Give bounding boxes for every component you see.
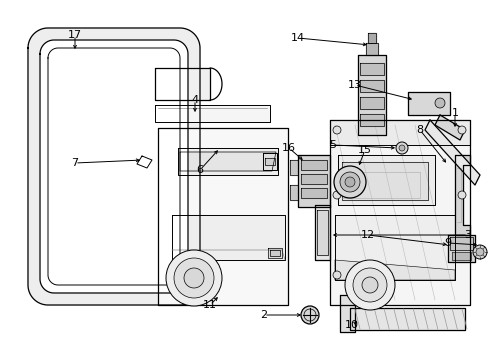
Polygon shape: [264, 158, 274, 165]
Polygon shape: [337, 155, 434, 205]
Polygon shape: [434, 115, 464, 140]
Polygon shape: [454, 155, 469, 235]
Polygon shape: [447, 235, 474, 262]
Circle shape: [457, 126, 465, 134]
Text: 15: 15: [357, 145, 371, 155]
Text: 11: 11: [203, 300, 217, 310]
Polygon shape: [357, 55, 385, 135]
Circle shape: [345, 177, 354, 187]
Circle shape: [165, 250, 222, 306]
Polygon shape: [334, 260, 454, 280]
Text: 14: 14: [290, 33, 305, 43]
Polygon shape: [178, 148, 278, 175]
Polygon shape: [334, 215, 454, 280]
Polygon shape: [180, 152, 275, 171]
Polygon shape: [329, 120, 469, 145]
Text: 1: 1: [450, 108, 458, 118]
Polygon shape: [359, 114, 383, 126]
Circle shape: [301, 306, 318, 324]
Polygon shape: [263, 153, 276, 170]
Text: 6: 6: [196, 165, 203, 175]
Polygon shape: [137, 156, 152, 168]
Polygon shape: [172, 215, 285, 260]
Polygon shape: [297, 155, 329, 207]
Circle shape: [332, 191, 340, 199]
Circle shape: [333, 166, 365, 198]
Text: 5: 5: [329, 140, 336, 150]
Polygon shape: [316, 210, 327, 255]
Polygon shape: [158, 128, 287, 305]
Circle shape: [475, 248, 483, 256]
Circle shape: [183, 268, 203, 288]
Circle shape: [434, 98, 444, 108]
Polygon shape: [329, 120, 469, 305]
Polygon shape: [359, 97, 383, 109]
Text: 12: 12: [360, 230, 374, 240]
Text: 17: 17: [68, 30, 82, 40]
Circle shape: [339, 172, 359, 192]
Polygon shape: [367, 33, 375, 43]
Polygon shape: [451, 252, 470, 260]
Polygon shape: [289, 185, 297, 200]
Text: 8: 8: [416, 125, 423, 135]
Text: 7: 7: [71, 158, 79, 168]
Polygon shape: [365, 43, 377, 55]
Polygon shape: [289, 160, 297, 175]
Polygon shape: [349, 308, 464, 330]
Circle shape: [361, 277, 377, 293]
Polygon shape: [301, 174, 326, 184]
Polygon shape: [314, 205, 329, 260]
Polygon shape: [359, 63, 383, 75]
Text: 10: 10: [345, 320, 358, 330]
Circle shape: [398, 145, 404, 151]
Polygon shape: [155, 105, 269, 122]
Text: 16: 16: [282, 143, 295, 153]
Text: 4: 4: [191, 95, 198, 105]
Polygon shape: [155, 68, 209, 100]
Polygon shape: [407, 92, 449, 115]
Circle shape: [332, 271, 340, 279]
Text: 9: 9: [444, 238, 450, 248]
Polygon shape: [341, 162, 427, 200]
Circle shape: [332, 126, 340, 134]
Polygon shape: [40, 40, 187, 293]
Text: 3: 3: [464, 230, 470, 240]
Text: 13: 13: [347, 80, 361, 90]
Polygon shape: [269, 250, 280, 256]
Polygon shape: [267, 248, 282, 258]
Polygon shape: [424, 120, 479, 185]
Circle shape: [345, 260, 394, 310]
Polygon shape: [359, 80, 383, 92]
Text: 2: 2: [260, 310, 267, 320]
Circle shape: [457, 191, 465, 199]
Polygon shape: [301, 160, 326, 170]
Polygon shape: [301, 188, 326, 198]
Circle shape: [174, 258, 214, 298]
Circle shape: [395, 142, 407, 154]
Circle shape: [352, 268, 386, 302]
Polygon shape: [28, 28, 200, 305]
Circle shape: [472, 245, 486, 259]
Polygon shape: [339, 295, 354, 332]
Polygon shape: [449, 237, 472, 250]
